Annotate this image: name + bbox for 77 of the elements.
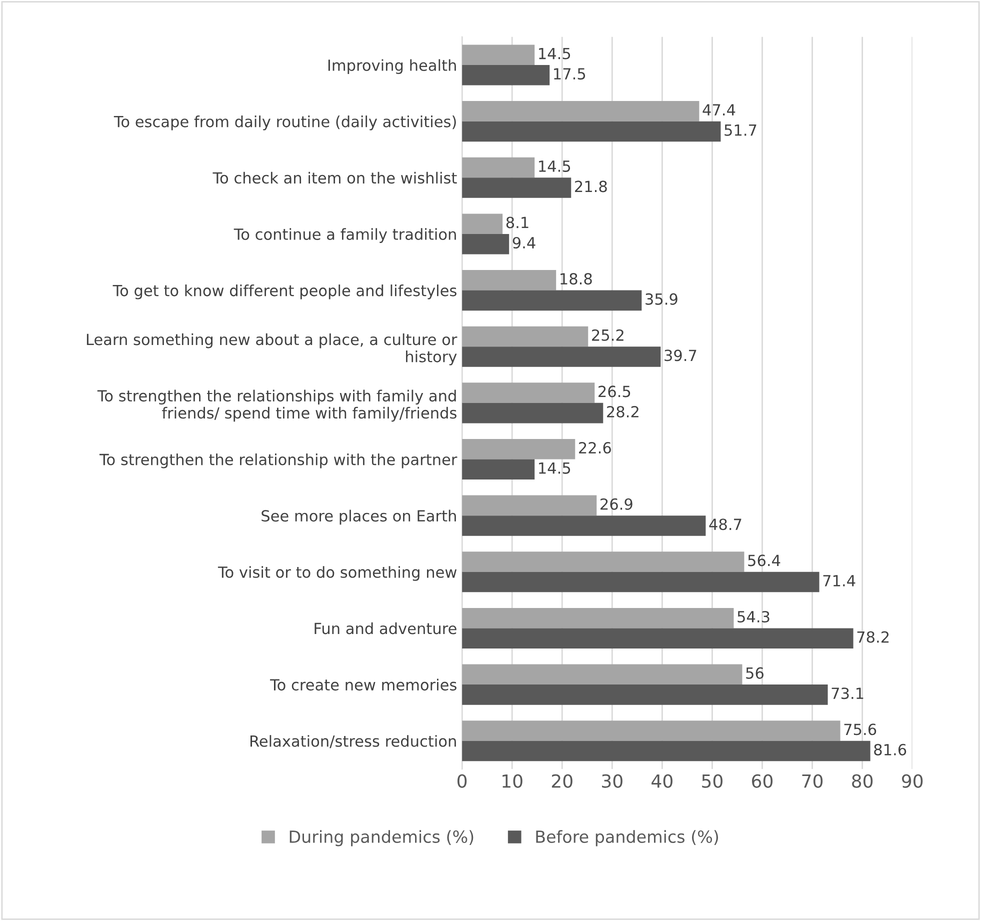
- bar: [462, 65, 550, 86]
- bar: [462, 157, 535, 178]
- bar: [462, 44, 535, 65]
- y-tick-label: Improving health: [328, 59, 456, 74]
- data-label: 18.8: [560, 273, 592, 285]
- data-label: 81.6: [874, 744, 906, 756]
- y-tick-label: To visit or to do something new: [218, 566, 457, 581]
- bar: [462, 382, 595, 403]
- legend-label: Before pandemics (%): [536, 830, 718, 846]
- x-tick-label: 90: [902, 774, 923, 788]
- bar: [462, 290, 642, 311]
- bar: [462, 572, 820, 592]
- bar: [462, 628, 854, 649]
- bar: [462, 101, 700, 122]
- y-tick-label: To escape from daily routine (daily activities): [114, 116, 456, 130]
- data-label: 14.5: [539, 160, 570, 172]
- y-tick-label: To create new memories: [270, 678, 456, 691]
- bar: [462, 402, 604, 424]
- data-label: 17.5: [554, 68, 586, 80]
- bar: [462, 684, 828, 705]
- data-label: 26.5: [598, 386, 630, 398]
- x-tick-label: 60: [752, 774, 773, 788]
- bar: [462, 608, 734, 628]
- data-label: 75.6: [844, 724, 876, 736]
- bar: [462, 720, 840, 741]
- y-tick-label: To strengthen the relationships with family and friends/ spend time with family/friends: [97, 390, 456, 422]
- bar: [462, 234, 510, 254]
- y-tick-label: To get to know different people and lifestyles: [112, 284, 456, 300]
- y-tick-label: Fun and adventure: [314, 622, 456, 634]
- data-label: 78.2: [857, 631, 889, 643]
- data-label: 14.5: [539, 462, 570, 474]
- y-tick-label: Relaxation/stress reduction: [250, 735, 456, 748]
- data-label: 56: [746, 667, 764, 679]
- data-label: 35.9: [646, 293, 678, 305]
- y-tick-label: Learn something new about a place, a culture or history: [86, 333, 458, 366]
- bar: [462, 346, 661, 367]
- x-tick-label: 10: [502, 774, 522, 788]
- data-label: 28.2: [607, 406, 638, 418]
- data-label: 47.4: [702, 104, 736, 116]
- bar: [462, 516, 706, 536]
- bar: [462, 552, 744, 572]
- data-label: 8.1: [506, 216, 528, 228]
- bar: [462, 438, 576, 460]
- data-label: 25.2: [592, 329, 624, 341]
- data-label: 56.4: [748, 554, 780, 566]
- data-label: 71.4: [823, 575, 856, 586]
- x-tick-label: 30: [602, 774, 622, 788]
- data-label: 39.7: [664, 350, 696, 362]
- data-label: 51.7: [724, 124, 756, 136]
- x-tick-label: 80: [852, 774, 873, 788]
- x-tick-label: 20: [552, 774, 572, 788]
- x-tick-label: 40: [652, 774, 672, 788]
- data-label: 26.9: [600, 498, 632, 510]
- bar: [462, 495, 597, 516]
- y-tick-label: To continue a family tradition: [234, 228, 456, 243]
- data-label: 48.7: [709, 518, 742, 530]
- data-label: 9.4: [512, 236, 536, 249]
- bar: [462, 121, 721, 142]
- bar: [462, 270, 556, 290]
- bar: [462, 740, 870, 762]
- data-label: 54.3: [738, 610, 770, 623]
- x-tick-label: 70: [802, 774, 823, 788]
- bar: [462, 214, 503, 234]
- data-label: 22.6: [579, 442, 611, 454]
- bar: [462, 178, 572, 198]
- bar: [462, 664, 742, 685]
- bar: [462, 326, 588, 347]
- x-tick-label: 0: [458, 774, 467, 788]
- y-tick-label: To strengthen the relationship with the partner: [99, 453, 458, 468]
- y-tick-label: To check an item on the wishlist: [212, 172, 457, 184]
- legend-label: During pandemics (%): [290, 830, 474, 846]
- data-label: 73.1: [832, 688, 864, 700]
- y-tick-label: See more places on Earth: [262, 510, 456, 525]
- data-label: 14.5: [539, 48, 570, 60]
- x-tick-label: 50: [702, 774, 722, 788]
- bar: [462, 459, 535, 480]
- data-label: 21.8: [575, 180, 607, 192]
